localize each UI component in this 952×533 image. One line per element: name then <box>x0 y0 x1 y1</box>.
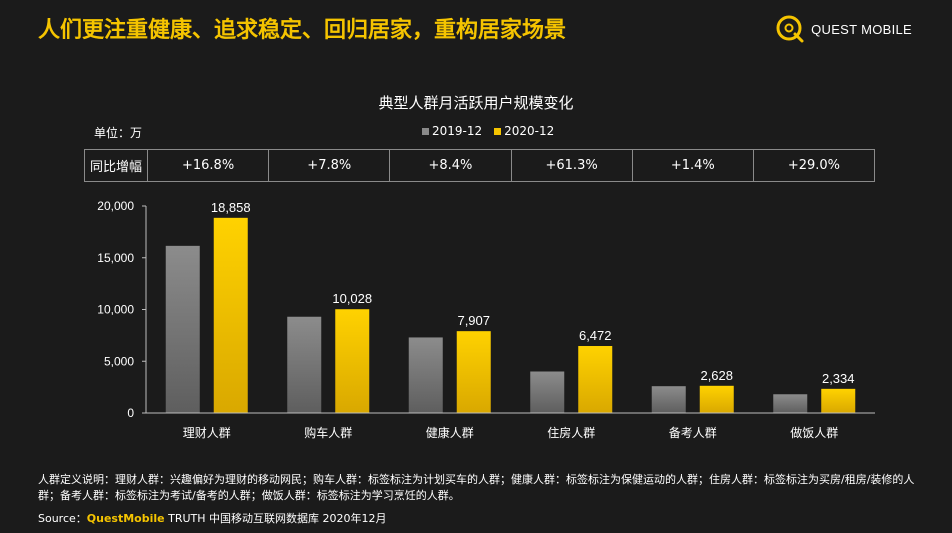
bar-2019 <box>287 316 322 413</box>
y-axis: 0 5,000 10,000 15,000 20,000 <box>97 199 147 420</box>
yoy-growth-table: 同比增幅 +16.8% +7.8% +8.4% +61.3% +1.4% +29… <box>84 149 875 182</box>
x-axis: 理财人群 购车人群 健康人群 住房人群 备考人群 做饭人群 <box>146 412 875 440</box>
yoy-row-label: 同比增幅 <box>85 150 148 181</box>
data-label-2020: 2,628 <box>700 368 733 383</box>
definition-footnote: 人群定义说明：理财人群：兴趣偏好为理财的移动网民；购车人群：标签标注为计划买车的… <box>38 473 915 502</box>
category-label: 住房人群 <box>547 425 595 440</box>
brand-logo: QUEST MOBILE <box>775 14 912 44</box>
bar-2020 <box>456 331 491 413</box>
y-tick-label: 0 <box>127 406 134 420</box>
bar-2019 <box>651 386 686 413</box>
yoy-cell: +16.8% <box>148 150 270 181</box>
bar-chart: 0 5,000 10,000 15,000 20,000 18,858 10,028 7,9… <box>97 199 875 440</box>
brand-name: QUEST MOBILE <box>811 21 912 37</box>
y-tick-label: 15,000 <box>97 251 134 265</box>
data-label-2020: 7,907 <box>457 313 490 328</box>
bars-layer: 18,858 10,028 7,907 6,472 2,628 2,334 <box>165 200 856 413</box>
bar-2020 <box>335 309 370 413</box>
data-label-2020: 6,472 <box>579 328 612 343</box>
source-line: Source：QuestMobile TRUTH 中国移动互联网数据库 2020… <box>38 510 387 526</box>
category-label: 购车人群 <box>304 425 352 440</box>
y-tick-label: 10,000 <box>97 303 134 317</box>
category-label: 做饭人群 <box>790 425 838 440</box>
unit-label: 单位：万 <box>94 126 143 140</box>
bar-2019 <box>408 337 443 413</box>
legend-item-2019: 2019-12 <box>422 124 482 138</box>
yoy-cell: +29.0% <box>787 158 841 173</box>
bar-2019 <box>530 371 565 413</box>
bar-2019 <box>165 245 200 413</box>
y-tick-label: 5,000 <box>104 354 134 368</box>
legend-swatch-2020 <box>494 127 502 135</box>
yoy-cell: +1.4% <box>633 150 754 181</box>
source-prefix: Source： <box>38 512 87 525</box>
legend-swatch-2019 <box>422 127 429 135</box>
chart-legend: 2019-12 2020-12 <box>422 124 554 138</box>
source-rest: TRUTH 中国移动互联网数据库 2020年12月 <box>164 512 387 525</box>
page-headline: 人们更注重健康、追求稳定、回归居家，重构居家场景 <box>38 18 567 43</box>
y-tick-label: 20,000 <box>97 199 134 213</box>
legend-label-2019: 2019-12 <box>432 124 483 138</box>
questmobile-logo-icon <box>776 15 804 43</box>
legend-label-2020: 2020-12 <box>504 124 555 138</box>
yoy-cell: +7.8% <box>269 150 391 181</box>
bar-2020 <box>699 385 734 413</box>
bar-2020 <box>821 388 856 413</box>
bar-2019 <box>773 394 808 413</box>
chart-title: 典型人群月活跃用户规模变化 <box>378 94 574 112</box>
yoy-cell: +8.4% <box>390 150 512 181</box>
legend-item-2020: 2020-12 <box>494 124 554 138</box>
category-label: 健康人群 <box>426 425 474 440</box>
data-label-2020: 2,334 <box>822 371 855 386</box>
data-label-2020: 10,028 <box>332 291 372 306</box>
category-label: 理财人群 <box>183 426 231 440</box>
data-label-2020: 18,858 <box>211 200 251 215</box>
yoy-cell: +61.3% <box>512 150 633 181</box>
bar-2020 <box>213 217 248 413</box>
category-label: 备考人群 <box>669 426 717 440</box>
source-brand: QuestMobile <box>86 512 165 525</box>
bar-2020 <box>578 346 613 413</box>
